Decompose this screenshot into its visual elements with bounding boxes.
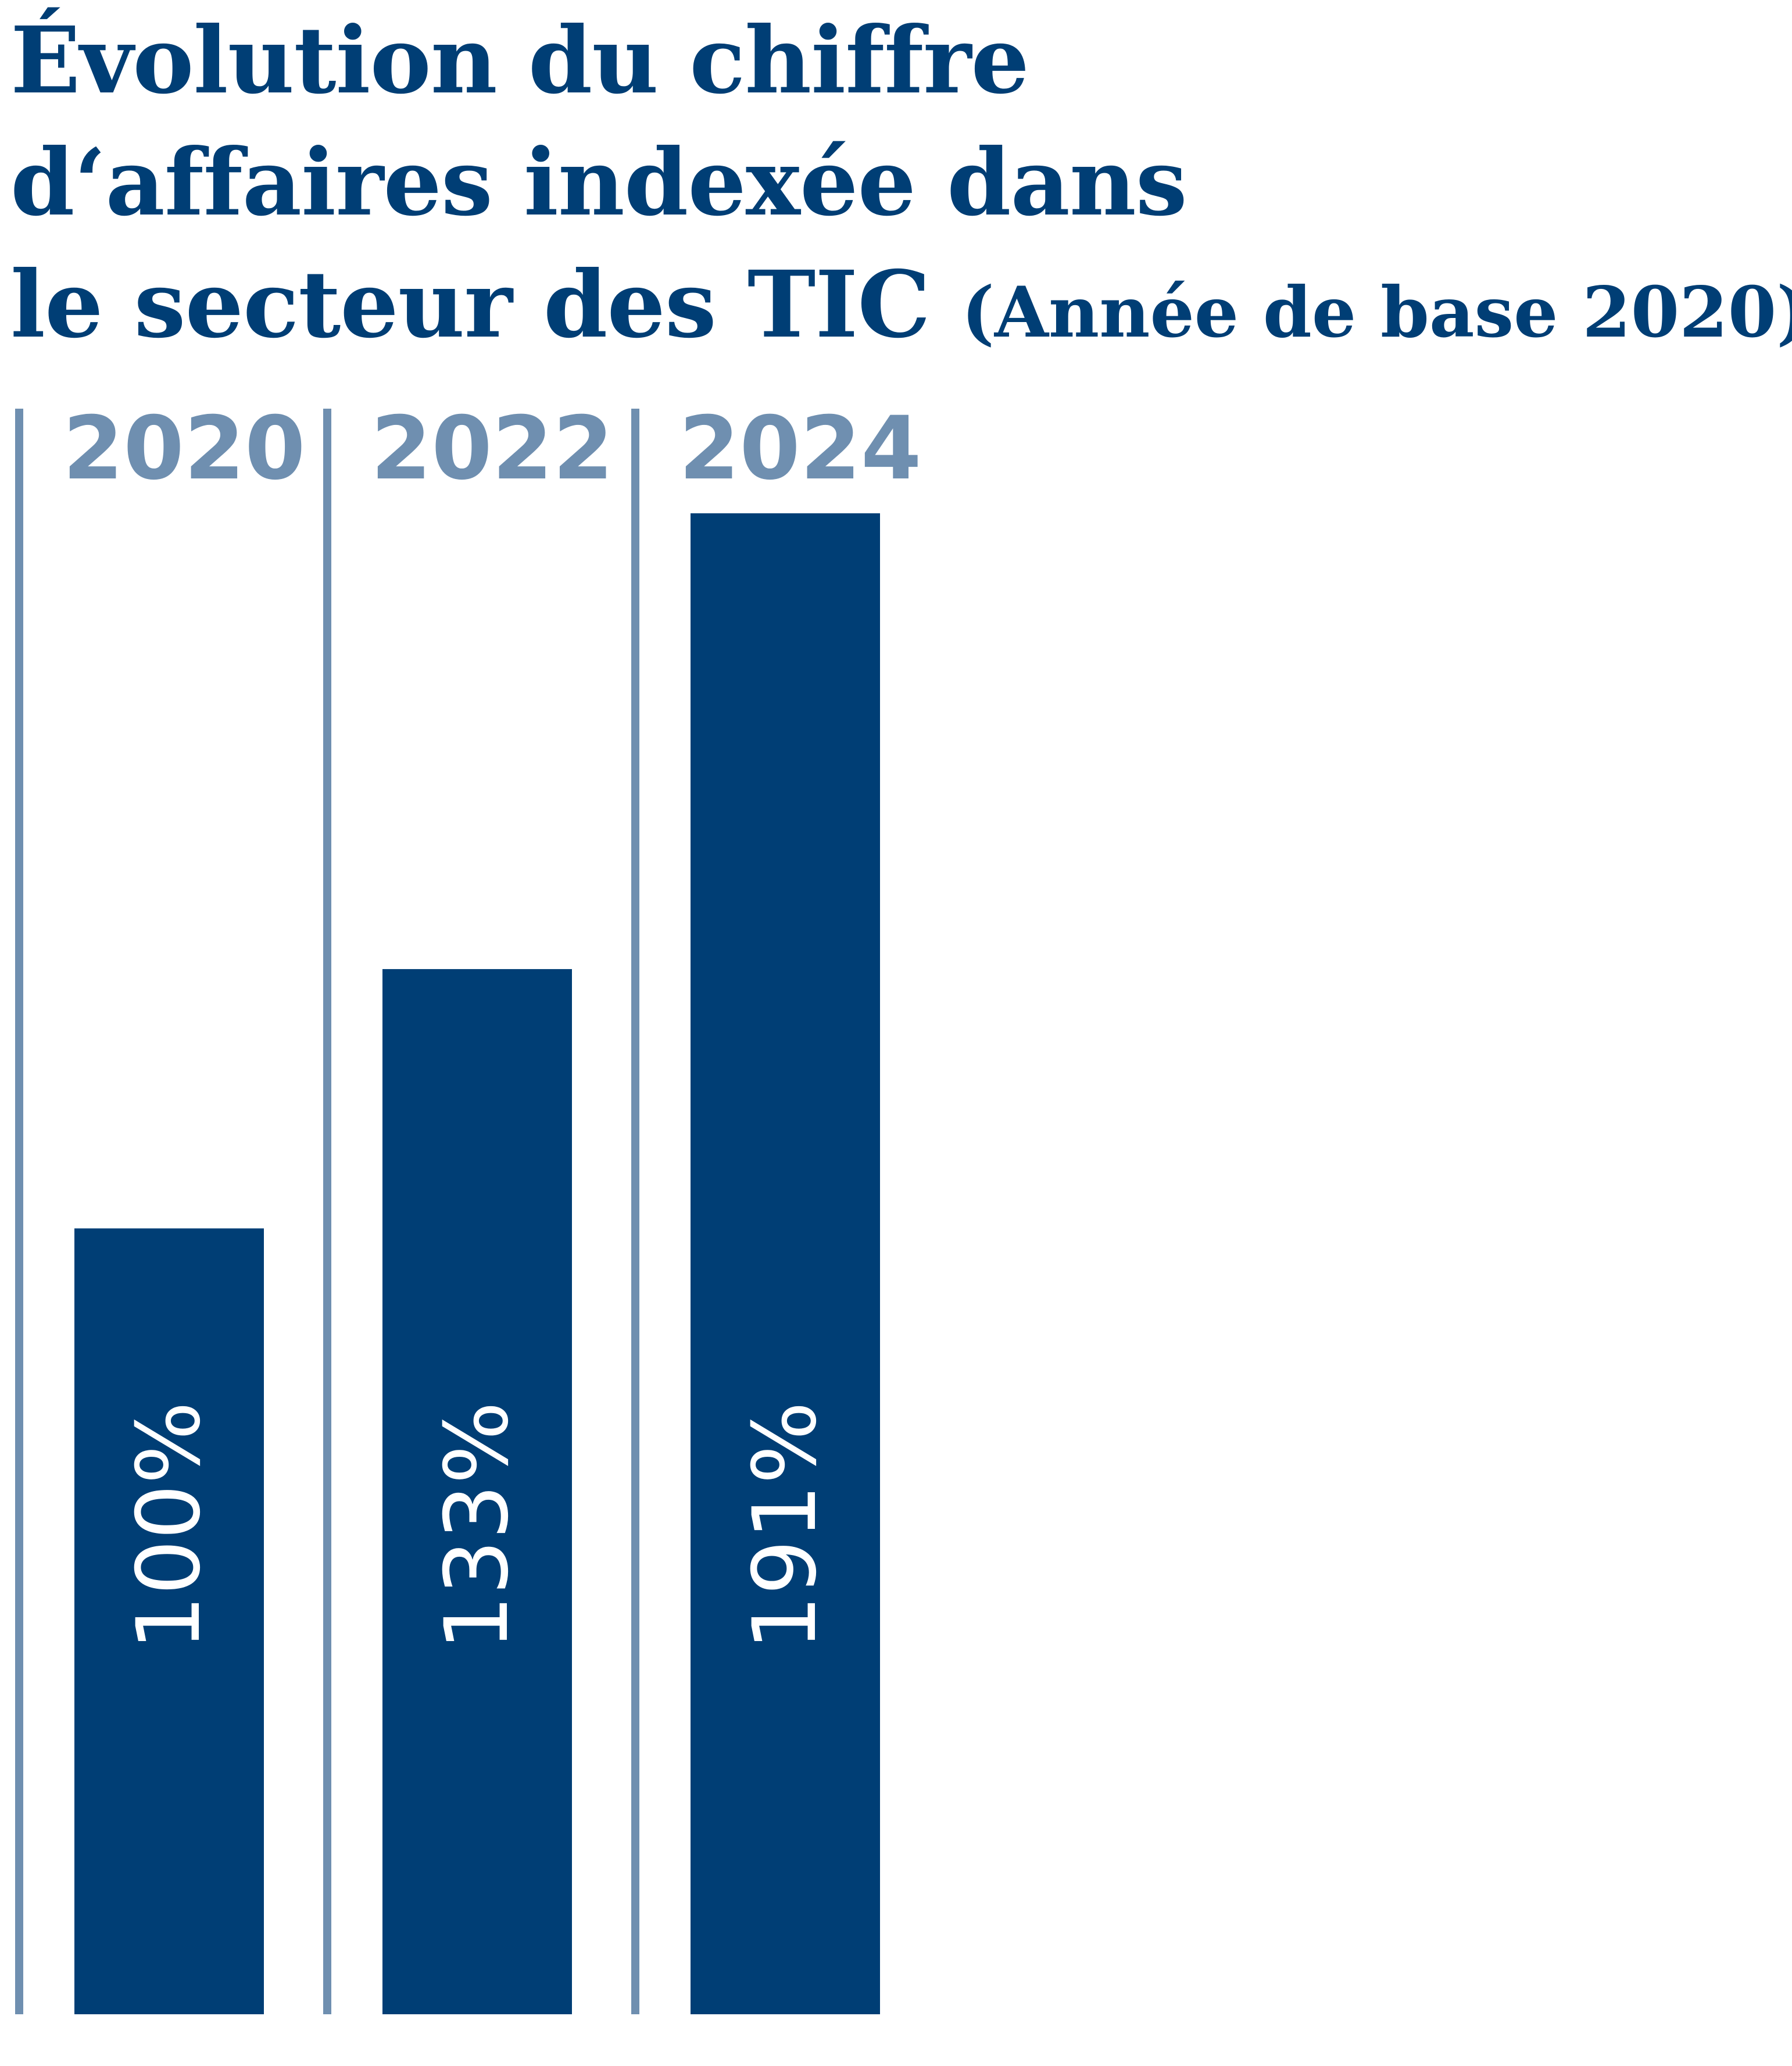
title-line-3-text: le secteur des TIC	[10, 251, 931, 359]
year-label-2024: 2024	[679, 398, 921, 499]
bar-2024	[691, 513, 880, 2014]
bar-2022	[382, 969, 572, 2014]
value-label-2020: 100%	[119, 1402, 220, 1651]
year-label-2022: 2022	[371, 398, 613, 499]
title-base-year-note: (Année de base 2020)	[961, 271, 1792, 353]
divider-line-2020	[15, 409, 23, 2014]
value-label-2022: 133%	[427, 1402, 528, 1651]
title-line-2: d‘affaires indexée dans	[10, 129, 1187, 237]
title-line-3: le secteur des TIC (Année de base 2020)	[10, 244, 1792, 374]
value-label-2024: 191%	[735, 1402, 836, 1651]
bar-2020	[74, 1228, 264, 2014]
divider-line-2024	[631, 409, 639, 2014]
divider-line-2022	[323, 409, 331, 2014]
chart-title: Évolution du chiffre d‘affaires indexée …	[10, 0, 1792, 374]
year-label-2020: 2020	[63, 398, 305, 499]
title-line-1: Évolution du chiffre	[10, 7, 1029, 115]
